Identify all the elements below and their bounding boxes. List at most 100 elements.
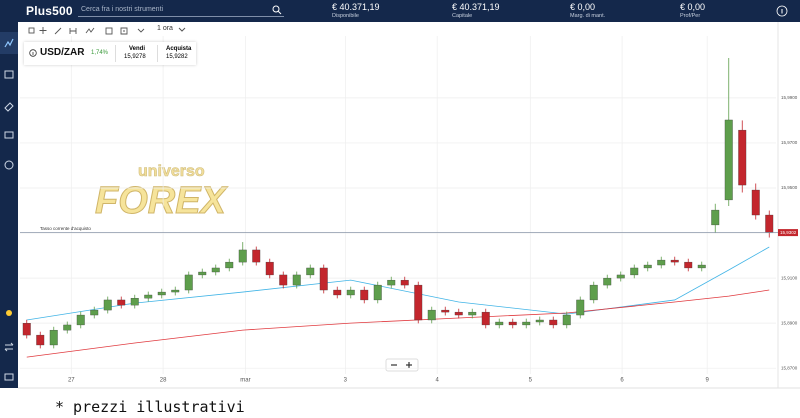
candle-body (373, 284, 382, 301)
plot: 15,990015,970015,950015,930015,910015,89… (20, 22, 798, 388)
stat-available: € 40.371,19 Disponibile (332, 3, 380, 20)
nav-theme[interactable] (6, 310, 12, 316)
candle-body (76, 314, 85, 326)
candle-body (360, 289, 369, 301)
candle-body (252, 249, 261, 263)
candle-body (414, 284, 423, 321)
tool-indicators[interactable] (85, 27, 95, 34)
stat-label: Marg. di mant. (570, 13, 606, 19)
sidebar (0, 22, 18, 388)
divider (157, 45, 158, 62)
candle-body (22, 322, 31, 336)
x-tick-label: 6 (620, 378, 624, 384)
nav-chart[interactable] (4, 38, 14, 48)
nav-orders[interactable] (4, 102, 14, 112)
interval-caret[interactable] (178, 27, 186, 33)
nav-switch[interactable] (4, 342, 14, 352)
info-icon[interactable] (29, 49, 37, 57)
tool-settings[interactable] (120, 27, 128, 35)
candle-body (427, 309, 436, 321)
candle-body (49, 329, 58, 346)
nav-alerts[interactable] (4, 160, 14, 170)
candle-body (171, 289, 180, 293)
candle-body (211, 267, 220, 273)
menu-button[interactable] (776, 5, 788, 17)
x-tick-label: 3 (344, 378, 348, 384)
stat-pl: € 0,00 Prof/Per (680, 3, 705, 20)
stat-capital: € 40.371,19 Capitale (452, 3, 500, 20)
x-tick-label: 27 (68, 378, 75, 384)
stat-label: Capitale (452, 13, 473, 19)
candle-body (630, 267, 639, 276)
candle-body (184, 274, 193, 291)
candle-body (346, 289, 355, 296)
candle-body (481, 311, 490, 326)
price-tag (778, 229, 798, 237)
nav-portfolio[interactable] (4, 131, 14, 139)
candle-body (90, 309, 99, 316)
nav-chat[interactable] (4, 373, 14, 381)
candle-body (562, 314, 571, 326)
watermark: universo FOREX (95, 163, 230, 223)
buy-price[interactable]: 15,9282 (166, 54, 188, 60)
candle-body (292, 274, 301, 286)
sell-price[interactable]: 15,9278 (124, 54, 146, 60)
candle-body (535, 319, 544, 323)
stat-margin: € 0,00 Marg. di mant. (570, 3, 605, 20)
candle-body (103, 299, 112, 311)
search-box[interactable]: Cerca fra i nostri strumenti (78, 3, 284, 17)
moving-average (26, 246, 770, 321)
candle-body (130, 297, 139, 306)
tool-save[interactable] (105, 27, 113, 35)
candle-body (684, 261, 693, 269)
tool-crosshair[interactable] (39, 27, 47, 34)
candle-body (738, 129, 747, 186)
sell-label: Vendi (129, 46, 146, 52)
instrument-change: 1,74% (91, 50, 109, 56)
divider (115, 45, 116, 62)
price-line-label: Tasso corrente d'acquisto (40, 226, 91, 231)
interval-selector[interactable]: 1 ora (157, 25, 173, 32)
candle-body (63, 324, 72, 331)
logo[interactable]: Plus500 (26, 4, 73, 18)
stat-value: € 0,00 (680, 2, 706, 12)
x-tick-label: 9 (705, 378, 709, 384)
y-tick-label: 15,8700 (781, 365, 798, 370)
tool-type[interactable] (137, 28, 145, 33)
candle-body (441, 309, 450, 313)
candle-body (198, 271, 207, 276)
x-tick-label: mar (240, 378, 250, 384)
candle-body (306, 267, 315, 276)
candle-body (670, 259, 679, 263)
y-tick-label: 15,9100 (781, 275, 798, 280)
candle-body (279, 274, 288, 286)
y-tick-label: 15,8900 (781, 320, 798, 325)
nav-trades[interactable] (4, 70, 14, 79)
stat-label: Disponibile (332, 13, 359, 19)
tool-fullscreen[interactable] (28, 27, 35, 34)
instrument-name: USD/ZAR (40, 47, 85, 58)
search-icon[interactable] (272, 5, 282, 15)
tool-measure[interactable] (69, 28, 77, 34)
zoom-controls[interactable] (385, 358, 419, 372)
candle-body (724, 119, 733, 201)
candle-body (117, 299, 126, 306)
candle-body (495, 321, 504, 326)
candle-body (333, 289, 342, 296)
sidebar-icons (0, 32, 18, 381)
candle-body (657, 259, 666, 266)
y-tick-label: 15,9900 (781, 95, 798, 100)
x-tick-label: 5 (529, 378, 533, 384)
y-tick-label: 15,9700 (781, 140, 798, 145)
tool-draw[interactable] (54, 27, 62, 35)
candle-body (319, 267, 328, 291)
candle-body (549, 319, 558, 326)
candle-body (643, 264, 652, 269)
candle-body (616, 274, 625, 279)
candle-body (157, 291, 166, 296)
stat-value: € 0,00 (570, 2, 596, 12)
buy-label: Acquista (166, 46, 192, 52)
candle-body (522, 321, 531, 326)
stat-label: Prof/Per (680, 13, 701, 19)
